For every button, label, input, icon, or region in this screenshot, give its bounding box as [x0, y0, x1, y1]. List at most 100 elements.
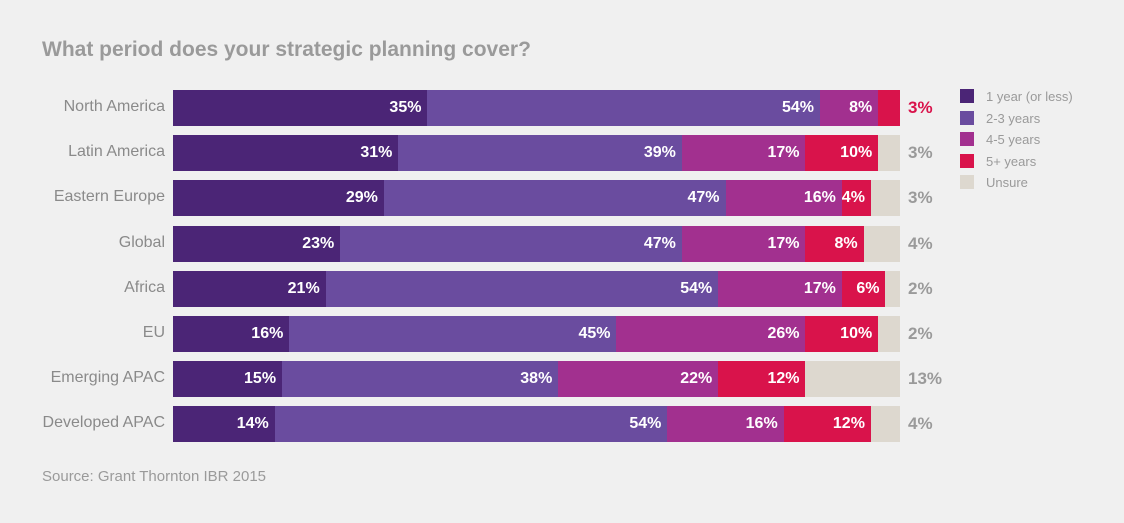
- category-label: Developed APAC: [42, 414, 165, 432]
- legend-label: 4-5 years: [986, 132, 1041, 147]
- category-label: Eastern Europe: [53, 188, 165, 206]
- outside-data-label: 2%: [908, 278, 933, 298]
- source-note: Source: Grant Thornton IBR 2015: [42, 468, 267, 485]
- data-label: 8%: [849, 99, 873, 116]
- bar-segment: [383, 180, 726, 217]
- bar-segment: [805, 316, 879, 352]
- bar-segment: [805, 361, 900, 398]
- bar-segment: [718, 361, 806, 398]
- data-label: 16%: [745, 415, 778, 433]
- data-label: 6%: [856, 279, 880, 297]
- bar-segment: [841, 180, 871, 217]
- data-label: 31%: [360, 144, 393, 162]
- outside-data-label: 13%: [908, 369, 943, 389]
- bar-segment: [878, 316, 900, 352]
- data-label: 16%: [251, 325, 284, 342]
- bar-segment: [878, 90, 900, 126]
- legend-label: 5+ years: [986, 153, 1037, 169]
- bar-segment: [173, 270, 326, 307]
- legend-item: 4-5 years: [960, 132, 1040, 147]
- legend-item: Unsure: [960, 175, 1028, 190]
- legend-swatch: [960, 175, 974, 189]
- outside-data-label: 3%: [908, 188, 933, 208]
- data-label: 35%: [389, 99, 422, 116]
- bar-segment: [805, 135, 879, 172]
- bar-segment: [667, 406, 784, 443]
- data-label: 22%: [680, 370, 713, 388]
- data-label: 17%: [767, 144, 800, 162]
- data-label: 12%: [832, 415, 865, 433]
- bar-segment: [878, 135, 900, 172]
- data-label: 45%: [578, 325, 611, 342]
- data-label: 29%: [345, 189, 378, 207]
- data-label: 47%: [643, 234, 676, 252]
- category-label: Emerging APAC: [50, 369, 165, 387]
- bar-segment: [282, 361, 559, 398]
- bar-segment: [289, 316, 617, 352]
- bar-segment: [558, 361, 719, 398]
- bar-segment: [616, 316, 806, 352]
- data-label: 39%: [643, 144, 676, 162]
- bar-segment: [173, 180, 384, 217]
- legend-label: 2-3 years: [986, 110, 1041, 126]
- bar-segment: [173, 135, 399, 172]
- legend-label: Unsure: [986, 175, 1028, 190]
- bar-segment: [820, 90, 879, 126]
- outside-data-label: 2%: [908, 324, 933, 343]
- legend-swatch: [960, 110, 974, 125]
- bar-segment: [870, 180, 900, 217]
- bar-segment: [681, 225, 806, 262]
- legend-label: 1 year (or less): [986, 89, 1073, 104]
- chart-title: What period does your strategic planning…: [42, 38, 531, 61]
- data-label: 17%: [803, 279, 836, 297]
- data-label: 26%: [767, 325, 800, 342]
- data-label: 14%: [236, 415, 269, 433]
- bar-segment: [718, 270, 842, 307]
- data-label: 38%: [520, 370, 553, 388]
- data-label: 54%: [782, 99, 815, 116]
- data-label: 4%: [841, 189, 865, 207]
- bar-segment: [841, 270, 886, 307]
- category-label: North America: [63, 98, 165, 115]
- data-label: 23%: [302, 234, 335, 252]
- data-label: 10%: [840, 144, 873, 162]
- data-label: 17%: [767, 234, 800, 252]
- outside-data-label: 4%: [908, 414, 933, 434]
- bar-segment: [681, 135, 806, 172]
- legend-swatch: [960, 89, 974, 103]
- category-label: Africa: [124, 278, 165, 296]
- bar-segment: [173, 90, 428, 126]
- bar-segment: [173, 361, 283, 398]
- outside-data-label: 4%: [908, 233, 933, 253]
- bar-segment: [173, 406, 275, 443]
- legend-swatch: [960, 153, 974, 168]
- data-label: 15%: [244, 370, 277, 388]
- bar-segment: [783, 406, 871, 443]
- outside-data-label: 3%: [908, 143, 933, 163]
- category-label: Latin America: [68, 143, 165, 161]
- data-label: 54%: [629, 415, 662, 433]
- bar-segment: [340, 225, 682, 262]
- bar-segment: [325, 270, 719, 307]
- legend-swatch: [960, 132, 974, 146]
- bar-segment: [398, 135, 682, 172]
- data-label: 54%: [680, 279, 713, 297]
- bar-segment: [805, 225, 864, 262]
- category-label: Global: [118, 233, 165, 251]
- legend-item: 5+ years: [960, 153, 1037, 169]
- bar-segment: [863, 225, 900, 262]
- data-label: 12%: [767, 370, 800, 388]
- legend-item: 2-3 years: [960, 110, 1041, 126]
- outside-data-label: 3%: [908, 98, 933, 117]
- bar-segment: [173, 316, 290, 352]
- bar-segment: [725, 180, 842, 217]
- bar-segment: [173, 225, 341, 262]
- data-label: 16%: [803, 189, 836, 207]
- legend-item: 1 year (or less): [960, 89, 1073, 104]
- bar-segment: [870, 406, 900, 443]
- bar-segment: [885, 270, 900, 307]
- bar-segment: [274, 406, 668, 443]
- data-label: 10%: [840, 325, 873, 342]
- data-label: 21%: [287, 279, 320, 297]
